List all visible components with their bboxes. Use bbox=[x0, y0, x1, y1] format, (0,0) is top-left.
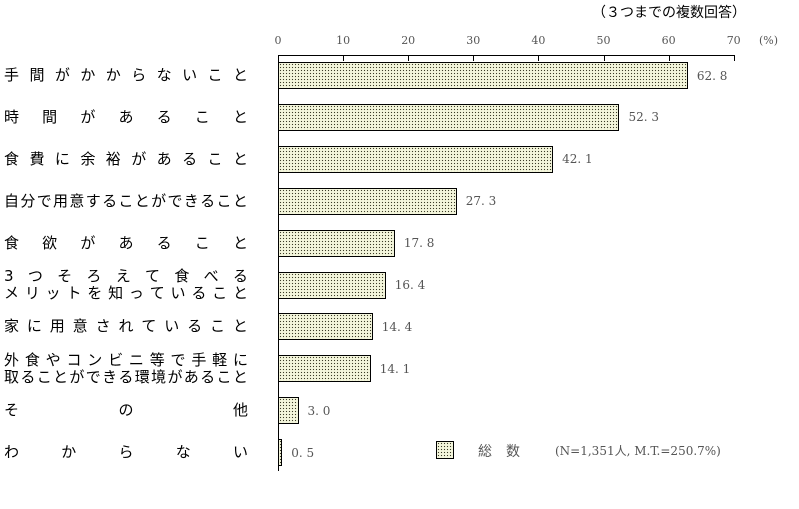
x-tick-label: 40 bbox=[531, 34, 546, 47]
x-tick-label: 30 bbox=[466, 34, 481, 47]
category-label: 食費に余裕があること bbox=[4, 149, 248, 168]
x-tick-mark bbox=[668, 55, 670, 61]
x-tick-label: 60 bbox=[661, 34, 676, 47]
bar bbox=[279, 397, 299, 425]
category-label: 外食やコンビニ等で手軽に取ることができる環境があること bbox=[4, 350, 248, 386]
x-tick-mark bbox=[733, 55, 735, 61]
bar bbox=[279, 103, 620, 131]
bar-value-label: 14. 4 bbox=[381, 319, 413, 334]
x-tick-mark bbox=[343, 55, 345, 61]
legend-swatch bbox=[436, 441, 454, 459]
bar-value-label: 14. 1 bbox=[379, 361, 411, 376]
bar-value-label: 3. 0 bbox=[307, 403, 331, 418]
x-axis-line bbox=[278, 55, 734, 56]
bar-value-label: 0. 5 bbox=[291, 445, 315, 460]
category-label: 手間がかからないこと bbox=[4, 66, 248, 84]
chart-subtitle: （３つまでの複数回答） bbox=[592, 5, 746, 21]
x-tick-mark bbox=[473, 55, 475, 61]
x-tick-label: 0 bbox=[274, 34, 282, 47]
bar bbox=[279, 439, 283, 467]
x-tick-label: 70 bbox=[726, 34, 741, 47]
bar bbox=[279, 229, 395, 257]
bar-value-label: 62. 8 bbox=[696, 68, 728, 83]
bar-value-label: 52. 3 bbox=[628, 110, 660, 125]
category-label: わからない bbox=[4, 443, 248, 462]
bar bbox=[279, 355, 371, 383]
legend-sample-size: (N=1,351人, M.T.=250.7%) bbox=[555, 444, 721, 458]
bar bbox=[279, 62, 688, 89]
category-label: 自分で用意することができること bbox=[4, 191, 248, 210]
bar-value-label: 17. 8 bbox=[403, 236, 435, 251]
x-tick-label: 50 bbox=[596, 34, 611, 47]
category-label: 時間があること bbox=[4, 107, 248, 126]
bar bbox=[279, 313, 373, 341]
bar bbox=[279, 145, 554, 173]
x-axis-unit: (%) bbox=[759, 34, 779, 47]
y-axis-line bbox=[278, 55, 279, 471]
category-label: 家に用意されていること bbox=[4, 317, 248, 336]
bar-value-label: 27. 3 bbox=[465, 194, 497, 209]
x-tick-label: 20 bbox=[401, 34, 416, 47]
bar-value-label: 42. 1 bbox=[562, 152, 593, 167]
x-tick-label: 10 bbox=[336, 34, 351, 47]
bar bbox=[279, 187, 457, 215]
category-label: 食欲があること bbox=[4, 233, 248, 252]
category-label: その他 bbox=[4, 401, 248, 420]
x-tick-mark bbox=[603, 55, 605, 61]
bar-value-label: 16. 4 bbox=[394, 278, 426, 292]
x-tick-mark bbox=[538, 55, 540, 61]
bar bbox=[279, 271, 386, 299]
x-tick-mark bbox=[408, 55, 410, 61]
legend-label: 総数 bbox=[478, 444, 534, 460]
